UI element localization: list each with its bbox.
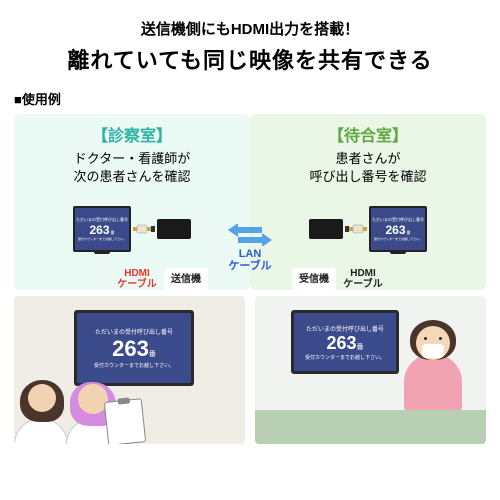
mask-icon (422, 344, 444, 358)
rx-box (309, 219, 343, 239)
wallscreen-left: ただいまの受付呼び出し番号 263番 受付カウンターまでお越し下さい。 (74, 310, 194, 386)
mini-screen-right-suf: 番 (407, 230, 411, 236)
mini-screen-left-suf: 番 (111, 230, 115, 236)
wallscreen-left-suf: 番 (149, 349, 156, 359)
reception-desk (255, 410, 486, 444)
room-right-desc-l1: 患者さんが (335, 151, 400, 166)
wallscreen-right-num: 263 (326, 333, 356, 354)
wallscreen-right: ただいまの受付呼び出し番号 263番 受付カウンターまでお越し下さい。 (291, 310, 399, 374)
mini-screen-right-num: 263 (385, 223, 405, 237)
hdmi-label-left: HDMIケーブル (114, 268, 160, 290)
mini-screen-left-l2: 受付カウンターまでお越し下さい。 (78, 237, 126, 241)
room-right-desc: 患者さんが 呼び出し番号を確認 (256, 150, 480, 186)
illustration-row: ただいまの受付呼び出し番号 263番 受付カウンターまでお越し下さい。 ただいま… (14, 296, 486, 444)
illustration-left: ただいまの受付呼び出し番号 263番 受付カウンターまでお越し下さい。 (14, 296, 245, 444)
wallscreen-left-num: 263 (112, 336, 149, 362)
receptionist-eyes (424, 337, 442, 340)
hdmi-plug-left (133, 224, 155, 234)
wallscreen-right-l2: 受付カウンターまでお越し下さい。 (305, 354, 385, 361)
room-left-desc-l1: ドクター・看護師が (74, 151, 190, 166)
mini-screen-right: ただいまの受付呼び出し番号 263番 受付カウンターまでお越し下さい。 (369, 206, 427, 252)
subheading: 送信機側にもHDMI出力を搭載！ (14, 18, 486, 39)
mini-screen-left: ただいまの受付呼び出し番号 263番 受付カウンターまでお越し下さい。 (73, 206, 131, 252)
room-right: 【待合室】 患者さんが 呼び出し番号を確認 ただいまの受付呼び出し番号 263番… (250, 114, 486, 290)
hdmi-plug-right (345, 224, 367, 234)
gear-row-left: ただいまの受付呼び出し番号 263番 受付カウンターまでお越し下さい。 (20, 192, 244, 266)
room-left-desc-l2: 次の患者さんを確認 (73, 169, 190, 184)
lan-arrows-icon (228, 224, 272, 246)
room-right-title: 【待合室】 (256, 122, 480, 146)
room-right-desc-l2: 呼び出し番号を確認 (309, 169, 426, 184)
wallscreen-left-l1: ただいまの受付呼び出し番号 (95, 327, 173, 336)
room-left-desc: ドクター・看護師が 次の患者さんを確認 (20, 150, 244, 186)
tx-box (157, 219, 191, 239)
receptionist-body (404, 354, 462, 414)
label-row-left: HDMIケーブル 送信機 (20, 268, 244, 290)
doctor-body (14, 418, 68, 444)
mini-screen-right-l2: 受付カウンターまでお越し下さい。 (374, 237, 422, 241)
lan-label: LANケーブル (228, 248, 271, 272)
wallscreen-right-l1: ただいまの受付呼び出し番号 (306, 324, 384, 333)
mini-screen-left-num: 263 (89, 223, 109, 237)
wallscreen-right-suf: 番 (357, 342, 364, 352)
heading: 離れていても同じ映像を共有できる (14, 43, 486, 75)
gear-row-right: ただいまの受付呼び出し番号 263番 受付カウンターまでお越し下さい。 (256, 192, 480, 266)
tx-label: 送信機 (164, 268, 208, 290)
illustration-right: ただいまの受付呼び出し番号 263番 受付カウンターまでお越し下さい。 (255, 296, 486, 444)
room-left: 【診察室】 ドクター・看護師が 次の患者さんを確認 ただいまの受付呼び出し番号 … (14, 114, 250, 290)
page-root: 送信機側にもHDMI出力を搭載！ 離れていても同じ映像を共有できる ■使用例 【… (0, 0, 500, 444)
room-left-title: 【診察室】 (20, 122, 244, 146)
wallscreen-left-l2: 受付カウンターまでお越し下さい。 (94, 362, 174, 369)
hdmi-label-right: HDMIケーブル (340, 268, 386, 290)
usage-label: ■使用例 (14, 89, 486, 108)
label-row-right: 受信機 HDMIケーブル (256, 268, 480, 290)
rx-label: 受信機 (292, 268, 336, 290)
clipboard-icon (104, 399, 146, 445)
lan-center: LANケーブル (228, 224, 272, 272)
diagram: 【診察室】 ドクター・看護師が 次の患者さんを確認 ただいまの受付呼び出し番号 … (14, 114, 486, 290)
